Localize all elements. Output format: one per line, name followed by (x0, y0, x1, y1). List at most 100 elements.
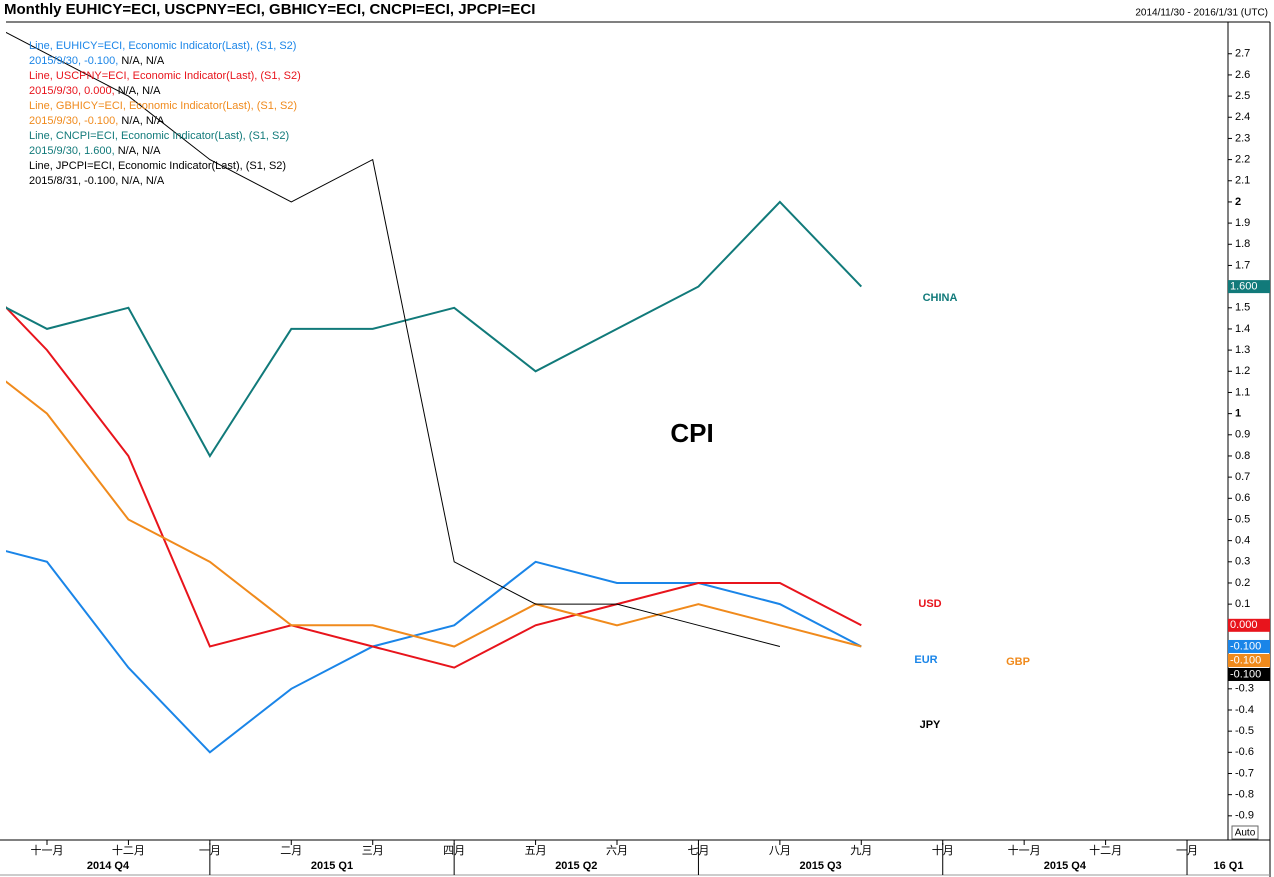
legend-name: Line, EUHICY=ECI, Economic Indicator(Las… (29, 40, 296, 52)
quarter-label: 2015 Q3 (799, 860, 841, 872)
quarter-label: 16 Q1 (1214, 860, 1244, 872)
legend-part: N/A, N/A (121, 115, 164, 127)
y-tick-label: -0.4 (1235, 704, 1254, 716)
chart-title: Monthly EUHICY=ECI, USCPNY=ECI, GBHICY=E… (4, 1, 535, 18)
legend-part: 2015/8/31 (29, 175, 78, 187)
x-tick-label: 九月 (850, 844, 872, 857)
legend-part: N/A, N/A (121, 175, 164, 187)
y-tick-label: 1.3 (1235, 344, 1250, 356)
last-value-flag (1228, 667, 1270, 681)
legend-part: N/A, N/A (118, 145, 161, 157)
y-tick-label: 1.9 (1235, 217, 1250, 229)
y-tick-label: 1.1 (1235, 386, 1250, 398)
y-tick-label: 2.7 (1235, 48, 1250, 60)
last-value-flag (1228, 618, 1270, 632)
legend-last: 2015/9/30, -0.100, N/A, N/A (29, 115, 165, 127)
y-tick-label: -0.3 (1235, 683, 1254, 695)
y-tick-label: 1.7 (1235, 259, 1250, 271)
legend-part: 1.600 (84, 145, 112, 157)
quarter-label: 2015 Q4 (1044, 860, 1087, 872)
last-value-flag (1228, 653, 1270, 667)
last-value-flag (1228, 280, 1270, 294)
legend-last: 2015/9/30, -0.100, N/A, N/A (29, 55, 165, 67)
y-tick-label: -0.9 (1235, 810, 1254, 822)
x-tick-label: 十一月 (1008, 843, 1041, 857)
y-tick-label: 2.3 (1235, 132, 1250, 144)
legend-last: 2015/9/30, 0.000, N/A, N/A (29, 85, 161, 97)
x-tick-label: 十一月 (31, 843, 64, 857)
x-tick-label: 六月 (606, 844, 628, 857)
series-line (6, 380, 862, 648)
y-tick-label: 1.4 (1235, 323, 1250, 335)
y-tick-label: -0.6 (1235, 746, 1254, 758)
y-tick-label: 0.8 (1235, 450, 1250, 462)
plot-area (6, 31, 863, 754)
auto-button[interactable] (1231, 825, 1259, 840)
y-tick-label: 2.1 (1235, 175, 1250, 187)
y-tick-label: 1 (1235, 408, 1241, 420)
series-annotation: USD (918, 598, 941, 610)
series-annotation: CHINA (923, 292, 958, 304)
y-tick-label: 1.8 (1235, 238, 1250, 250)
y-tick-label: -0.7 (1235, 767, 1254, 779)
series-line (6, 31, 781, 647)
legend-part: -0.100 (84, 115, 115, 127)
y-tick-label: 0.7 (1235, 471, 1250, 483)
series-annotation: EUR (914, 654, 937, 666)
date-range: 2014/11/30 - 2016/1/31 (UTC) (1135, 8, 1268, 19)
legend-part: -0.100 (84, 55, 115, 67)
y-tick-label: 0.1 (1235, 598, 1250, 610)
x-tick-label: 十二月 (1089, 843, 1122, 857)
auto-button-label[interactable]: Auto (1235, 828, 1256, 839)
last-value-label: -0.100 (1230, 654, 1261, 666)
legend-part: N/A, N/A (121, 55, 164, 67)
quarter-label: 2015 Q1 (311, 860, 353, 872)
legend-part: 2015/9/30 (29, 115, 78, 127)
y-tick-label: 1.5 (1235, 302, 1250, 314)
legend-part: 2015/9/30 (29, 55, 78, 67)
last-value-label: 0.000 (1230, 619, 1258, 631)
y-tick-label: 0.3 (1235, 556, 1250, 568)
y-tick-label: 0.6 (1235, 492, 1250, 504)
y-tick-label: 0.2 (1235, 577, 1250, 589)
legend-part: 2015/9/30 (29, 85, 78, 97)
legend-last: 2015/8/31, -0.100, N/A, N/A (29, 175, 165, 187)
x-tick-label: 三月 (362, 845, 384, 857)
y-tick-label: 1.2 (1235, 365, 1250, 377)
y-tick-label: 2 (1235, 196, 1241, 208)
series-line (6, 200, 863, 458)
series-annotation: JPY (920, 719, 941, 731)
y-tick-label: 2.4 (1235, 111, 1250, 123)
legend-name: Line, CNCPI=ECI, Economic Indicator(Last… (29, 130, 289, 142)
legend-name: Line, GBHICY=ECI, Economic Indicator(Las… (29, 100, 297, 112)
last-value-flag (1228, 639, 1270, 653)
legend-part: 2015/9/30 (29, 145, 78, 157)
legend-last: 2015/9/30, 1.600, N/A, N/A (29, 145, 161, 157)
x-tick-label: 五月 (525, 845, 547, 857)
x-tick-label: 十二月 (112, 843, 145, 857)
y-tick-label: -0.5 (1235, 725, 1254, 737)
last-value-label: -0.100 (1230, 640, 1261, 652)
legend-name: Line, USCPNY=ECI, Economic Indicator(Las… (29, 70, 301, 82)
series-line (6, 305, 862, 669)
x-tick-label: 二月 (280, 845, 302, 857)
y-tick-label: 2.5 (1235, 90, 1250, 102)
x-tick-label: 八月 (769, 845, 791, 857)
y-tick-label: -0.8 (1235, 789, 1254, 801)
y-tick-label: 0.9 (1235, 429, 1250, 441)
legend-name: Line, JPCPI=ECI, Economic Indicator(Last… (29, 160, 286, 172)
center-label: CPI (670, 418, 713, 448)
overlay: Line, EUHICY=ECI, Economic Indicator(Las… (29, 40, 1270, 731)
y-tick-label: 2.2 (1235, 154, 1250, 166)
series-annotation: GBP (1006, 656, 1030, 668)
last-value-label: 1.600 (1230, 281, 1258, 293)
last-value-label: -0.100 (1230, 668, 1261, 680)
quarter-label: 2015 Q2 (555, 860, 597, 872)
y-tick-label: 0.5 (1235, 513, 1250, 525)
y-tick-label: 0.4 (1235, 535, 1250, 547)
legend-part: -0.100 (84, 175, 115, 187)
legend-part: 0.000 (84, 85, 112, 97)
y-tick-label: 2.6 (1235, 69, 1250, 81)
